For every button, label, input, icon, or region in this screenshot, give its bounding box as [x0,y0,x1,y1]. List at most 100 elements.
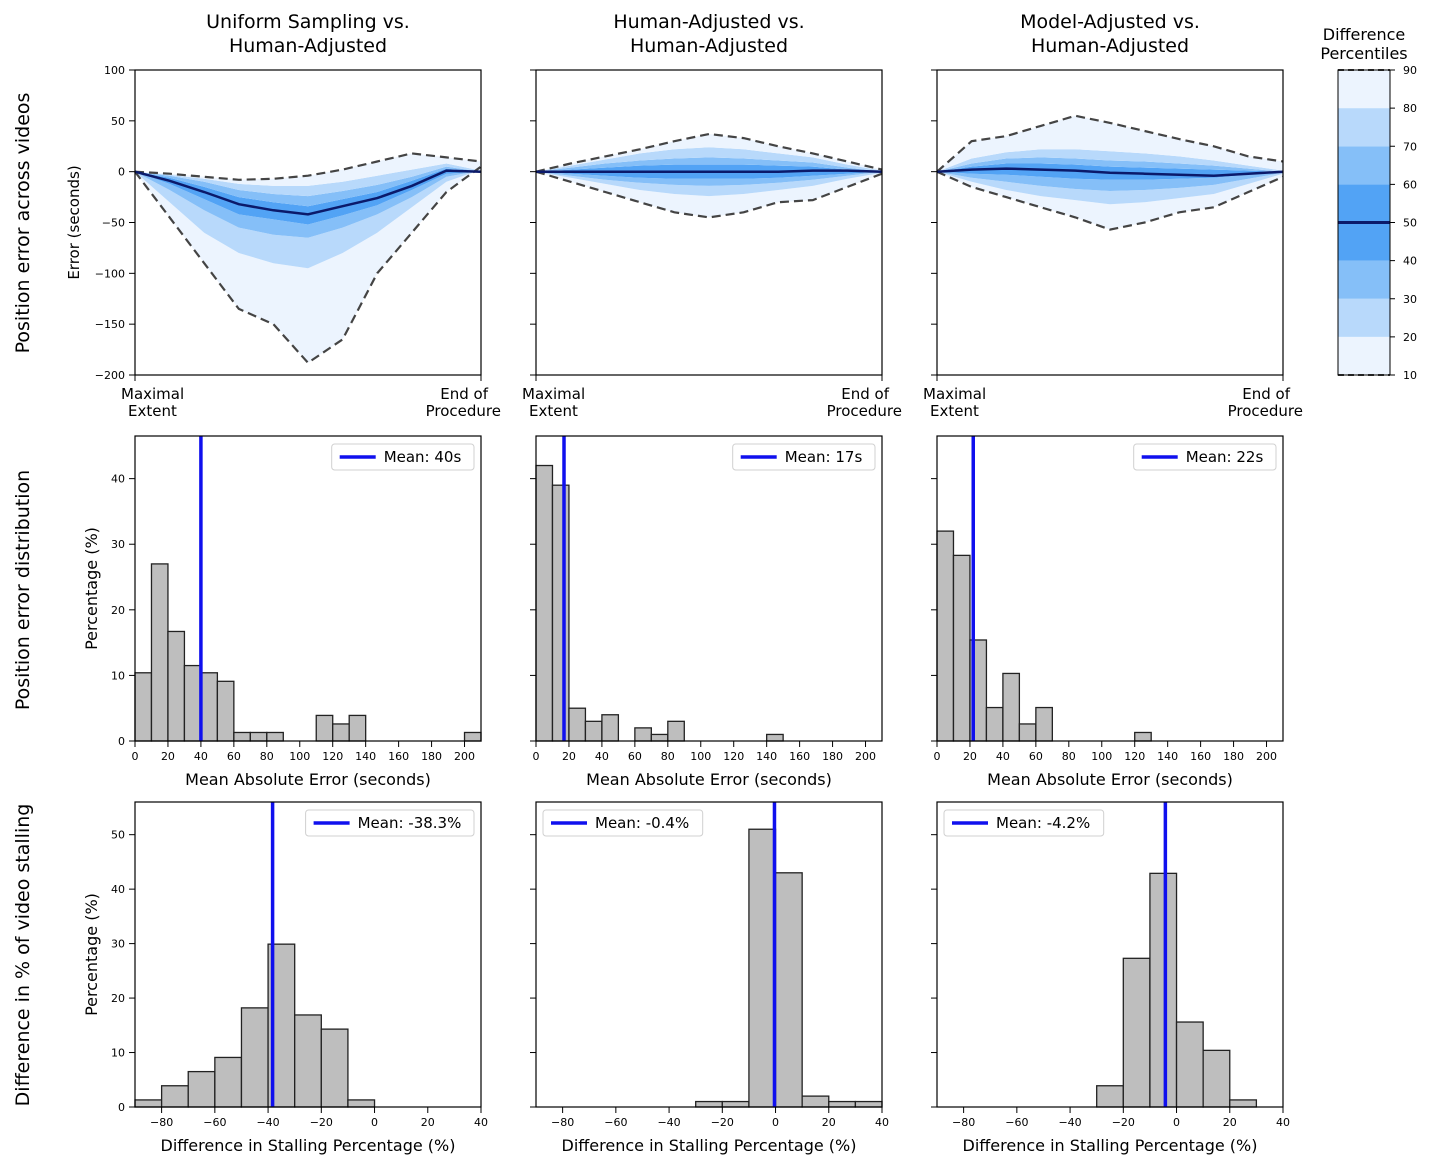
histogram-bar [695,1100,723,1108]
y-tick-label: 20 [111,604,125,617]
histogram-bar [535,464,554,742]
colorbar-tick-label: 70 [1403,140,1417,153]
plot-frame [936,435,1284,742]
x-tick-label: −40 [657,1116,680,1129]
x-tick-label: 40 [595,750,609,763]
p10-dashed-line [134,165,482,365]
histogram-bar [240,1007,269,1108]
histogram-bar [347,1099,376,1108]
legend-label: Mean: -38.3% [358,814,462,832]
column-titles: Uniform Sampling vs. Human-Adjusted Huma… [206,11,1200,57]
legend-label: Mean: 17s [785,448,863,466]
y-tick-label: 30 [111,538,125,551]
x-tick-label: 40 [875,1116,889,1129]
x-tick-label: −60 [203,1116,226,1129]
row3-col1-chart: −80 −60 −40 −20 0 20 40 0 10 20 30 40 50 Difference i… [82,801,488,1155]
y-tick-label: 40 [111,883,125,896]
x-tick-label: 100 [289,750,310,763]
col3-title-line1: Model-Adjusted vs. [1020,11,1200,33]
legend-label: Mean: 22s [1186,448,1264,466]
histogram-bar [1229,1099,1258,1108]
colorbar-tick-label: 40 [1403,255,1417,268]
colorbar-band [1338,260,1390,299]
histogram-bar [1175,1021,1204,1108]
plot-frame [134,435,482,742]
x-tick-label-start: Extent [128,402,177,420]
colorbar-tick-label: 20 [1403,331,1417,344]
colorbar-tick-label: 30 [1403,293,1417,306]
histogram-bar [1035,706,1053,742]
histogram-bar [1134,731,1152,742]
band-p50-p60 [937,163,1283,176]
x-axis-label: Mean Absolute Error (seconds) [185,770,431,789]
x-tick-label: 20 [822,1116,836,1129]
histogram-bar [167,630,186,742]
x-tick-label: −40 [256,1116,279,1129]
x-tick-label: 120 [322,750,343,763]
y-tick-label: 0 [118,735,125,748]
median-line [134,169,482,216]
legend: Mean: -38.3% [305,809,475,837]
x-tick-label: 60 [628,750,642,763]
col1-title-line1: Uniform Sampling vs. [206,11,410,33]
band-p10-p20 [536,171,882,218]
col1-title-line2: Human-Adjusted [229,35,387,57]
band-p60-p70 [937,157,1283,172]
colorbar-band [1338,146,1390,185]
colorbar-band [1338,184,1390,223]
p10-dashed-line [936,170,1284,231]
histogram-bar [214,1056,243,1108]
band-p10-p20 [135,166,481,363]
y-axis-label: Error (seconds) [65,165,83,279]
y-tick-label: 50 [111,115,125,128]
colorbar-tick-label: 10 [1403,369,1417,382]
histogram-bar [160,1085,189,1108]
row3-col3-chart: −80 −60 −40 −20 0 20 40 Difference in Stalling … [931,801,1290,1155]
x-tick-label: 200 [855,750,876,763]
x-tick-label: 140 [756,750,777,763]
y-tick-label: 10 [111,1047,125,1060]
row2-col1-chart: 0 20 40 60 80 100 120 140 160 180 200 0 10 20 30 40 Mean… [82,435,482,789]
median-line [536,169,883,173]
band-p80-p90 [135,153,481,186]
row2-col3-chart: 0 20 40 60 80 100 120 140 160 180 200 Mean Absolute… [931,435,1284,789]
y-tick-label: 20 [111,992,125,1005]
colorbar-tick-label: 90 [1403,64,1417,77]
plot-frame [535,435,883,742]
histogram-bar [187,1070,216,1108]
x-tick-label: 160 [789,750,810,763]
legend-label: Mean: -0.4% [595,814,689,832]
x-tick-label: 20 [963,750,977,763]
x-tick-label: 120 [1124,750,1145,763]
histogram-bar [266,731,284,742]
legend-box [1133,443,1277,471]
x-tick-label: −20 [711,1116,734,1129]
x-tick-label: −80 [150,1116,173,1129]
histogram-bar [936,530,955,742]
plot-frame [535,69,883,376]
x-tick-label: 120 [723,750,744,763]
x-tick-label: 40 [194,750,208,763]
colorbar-title-line2: Percentiles [1320,44,1407,63]
histogram-bar [134,1099,163,1108]
legend: Mean: 22s [1133,443,1277,471]
histogram-bar [150,563,169,742]
row-labels: Position error across videos Position er… [12,93,34,1107]
histogram-bar [568,707,587,742]
row3-label: Difference in % of video stalling [12,804,34,1107]
x-tick-label: 40 [474,1116,488,1129]
x-tick-label: 80 [260,750,274,763]
row1-label: Position error across videos [12,93,34,354]
histogram-bar [1202,1049,1231,1108]
x-tick-label: 180 [822,750,843,763]
histogram-bar [828,1100,857,1108]
x-tick-label: −60 [1005,1116,1028,1129]
x-tick-label: 0 [1173,1116,1180,1129]
y-tick-label: −50 [102,217,125,230]
colorbar-band [1338,298,1390,337]
x-tick-label-end: Procedure [827,402,902,420]
legend-box [305,809,475,837]
histogram-bar [667,720,685,742]
